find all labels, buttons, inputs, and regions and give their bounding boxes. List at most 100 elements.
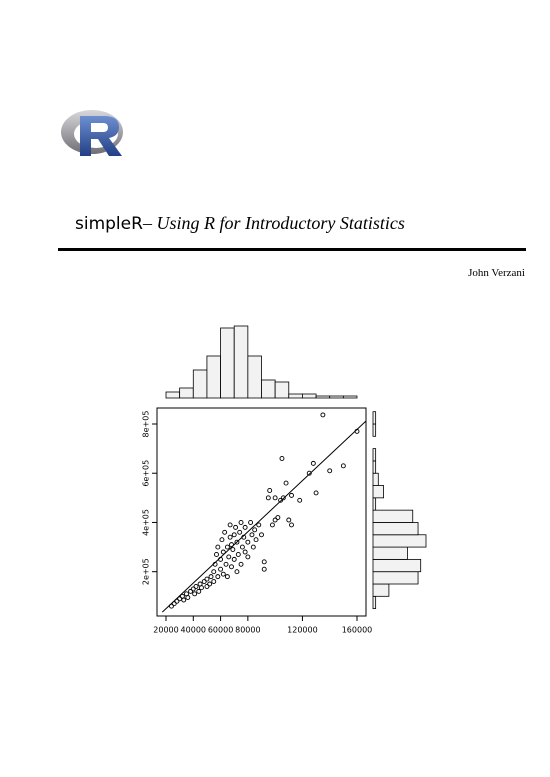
point	[234, 569, 240, 575]
point	[289, 492, 294, 498]
point	[208, 574, 214, 580]
y-hist-bar	[372, 497, 377, 511]
x-hist-bar	[329, 395, 344, 399]
point	[261, 559, 267, 565]
point	[192, 591, 198, 597]
point	[259, 532, 264, 538]
y-tick-label: 8e+05	[142, 411, 151, 438]
x-hist-bar	[220, 327, 235, 399]
point	[220, 549, 226, 555]
point	[224, 544, 230, 550]
title-subtitle: – Using R for Introductory Statistics	[142, 213, 405, 233]
point	[199, 585, 204, 591]
point	[269, 522, 275, 528]
x-tick-label: 120000	[287, 626, 318, 635]
point	[223, 561, 229, 567]
y-hist-bar	[372, 546, 408, 560]
point	[188, 588, 194, 594]
point	[272, 495, 278, 501]
point	[181, 597, 187, 603]
x-tick-label: 40000	[181, 626, 206, 635]
point	[327, 468, 333, 474]
y-hist-bar	[372, 534, 427, 548]
point	[224, 574, 230, 580]
point	[190, 586, 196, 592]
y-hist-bar	[372, 411, 377, 425]
point	[242, 549, 248, 555]
point	[219, 537, 225, 543]
x-hist-bar	[192, 369, 208, 399]
point	[261, 566, 267, 572]
x-tick-label: 60000	[208, 626, 233, 635]
point	[238, 561, 244, 567]
y-tick-label: 6e+05	[142, 460, 151, 487]
point	[256, 522, 262, 528]
point	[279, 456, 285, 461]
point	[306, 470, 312, 476]
point	[171, 601, 177, 607]
x-tick-label: 20000	[153, 626, 178, 635]
point	[218, 566, 224, 572]
x-hist-bar	[288, 393, 303, 399]
plot-frame	[156, 407, 367, 617]
point	[227, 522, 233, 528]
point	[174, 598, 180, 604]
point	[215, 574, 221, 580]
point	[222, 529, 228, 535]
point	[245, 539, 251, 545]
x-hist-bar	[274, 381, 290, 399]
x-hist-bar	[302, 393, 317, 399]
title-rule	[58, 248, 526, 251]
point	[275, 515, 281, 520]
point	[204, 576, 210, 582]
point	[245, 554, 251, 560]
point	[253, 537, 259, 543]
point	[242, 524, 248, 530]
x-tick-label: 160000	[342, 626, 373, 635]
point	[272, 517, 278, 523]
x-hist-bar	[261, 379, 276, 399]
y-hist-bar	[372, 571, 419, 585]
author: John Verzani	[468, 267, 525, 279]
x-hist-bar	[247, 355, 262, 399]
point	[231, 556, 237, 562]
point	[207, 581, 213, 587]
point	[215, 544, 221, 550]
y-hist-bar	[372, 558, 422, 573]
point	[235, 552, 241, 557]
point	[237, 529, 243, 535]
y-tick-label: 2e+05	[142, 558, 151, 585]
point	[229, 564, 234, 570]
point	[233, 524, 239, 530]
point	[211, 579, 217, 584]
r-logo	[61, 110, 123, 156]
point	[238, 520, 244, 525]
x-hist-bar	[206, 355, 221, 399]
point	[278, 497, 284, 503]
y-hist-bar	[372, 485, 385, 499]
title-name: simpleR	[75, 214, 143, 234]
point	[252, 527, 258, 533]
point	[297, 497, 303, 503]
point	[283, 480, 289, 486]
point	[248, 520, 254, 525]
point	[320, 412, 326, 418]
x-hist-bar	[342, 395, 358, 399]
x-hist-bar	[233, 325, 249, 399]
point	[220, 571, 226, 577]
point	[249, 532, 255, 538]
point	[226, 554, 232, 560]
point	[214, 552, 219, 557]
point	[280, 495, 286, 501]
y-hist-bar	[372, 595, 377, 610]
x-tick-label: 80000	[235, 626, 260, 635]
point	[289, 522, 294, 528]
point	[234, 539, 240, 545]
point	[204, 584, 210, 589]
fit-line	[161, 420, 367, 613]
point	[265, 495, 271, 501]
point	[201, 579, 207, 584]
